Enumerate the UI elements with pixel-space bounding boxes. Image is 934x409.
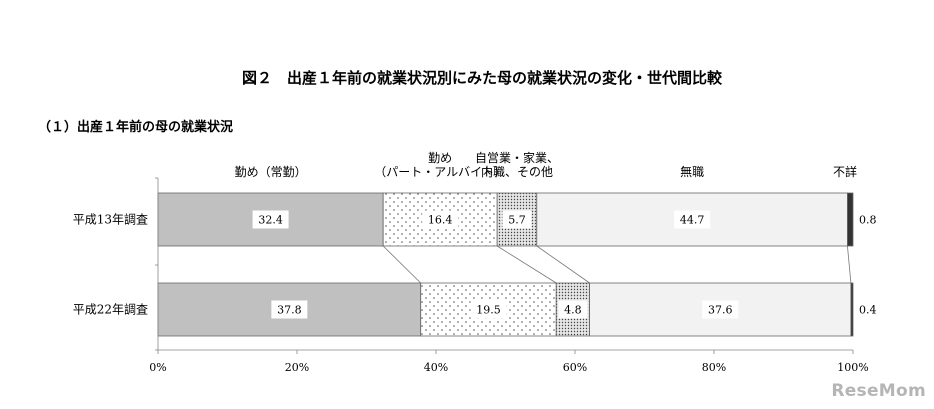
legend-label-2-line-2: （パート・アルバイト）	[374, 165, 506, 179]
connector-line-4	[847, 245, 852, 284]
chart-title: 図２ 出産１年前の就業状況別にみた母の就業状況の変化・世代間比較	[242, 69, 723, 87]
data-label-2-2: 19.5	[476, 304, 501, 317]
data-label-box-1-1	[252, 210, 289, 229]
category-label-1: 平成13年調査	[73, 213, 148, 227]
x-tick-label-5: 80%	[702, 361, 726, 374]
data-label-1-1: 32.4	[258, 214, 283, 227]
bar-1-segment-5	[847, 192, 854, 247]
category-label-2: 平成22年調査	[73, 303, 148, 317]
legend-label-3-line-2: 内職、その他	[481, 165, 553, 179]
legend-label-3-line-1: 自営業・家業、	[475, 150, 559, 165]
chart-subtitle: （１）出産１年前の母の就業状況	[38, 119, 233, 135]
bar-1-segment-2	[382, 192, 498, 247]
data-label-box-2-2	[470, 300, 507, 319]
data-label-1-3: 5.7	[508, 214, 526, 227]
data-label-1-4: 44.7	[680, 214, 705, 227]
data-label-2-3: 4.8	[564, 304, 582, 317]
data-label-box-1-2	[422, 210, 459, 229]
data-label-box-2-4	[702, 300, 739, 319]
legend-label-1: 勤め（常勤）	[235, 165, 307, 179]
x-tick-label-4: 60%	[563, 361, 587, 374]
legend-label-4: 無職	[680, 164, 704, 179]
data-label-1-2: 16.4	[428, 214, 453, 227]
connector-line-1	[382, 245, 421, 284]
resemom-watermark: ReseMom	[831, 381, 926, 401]
data-label-2-5: 0.4	[859, 304, 877, 317]
connector-line-3	[536, 245, 590, 284]
data-label-box-2-3	[558, 300, 588, 319]
data-label-box-1-3	[502, 210, 532, 229]
legend-label-2-line-1: 勤め	[428, 151, 452, 165]
x-tick-label-1: 0%	[149, 361, 166, 374]
x-tick-label-3: 40%	[424, 361, 448, 374]
data-label-2-4: 37.6	[708, 304, 733, 317]
x-tick-label-2: 20%	[285, 361, 309, 374]
legend-label-5: 不詳	[833, 164, 857, 179]
x-tick-label-6: 100%	[837, 361, 868, 374]
connector-line-2	[496, 245, 557, 284]
data-label-1-5: 0.8	[859, 214, 877, 227]
data-label-box-1-4	[674, 210, 711, 229]
data-label-box-2-1	[271, 300, 308, 319]
data-label-2-1: 37.8	[277, 304, 302, 317]
bar-2-segment-5	[850, 282, 854, 337]
